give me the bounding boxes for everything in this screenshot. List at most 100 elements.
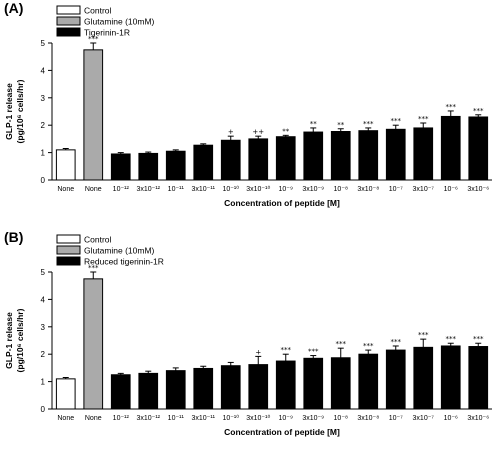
- x-tick-label: 3x10⁻⁸: [357, 415, 379, 422]
- bar: [248, 138, 269, 181]
- x-tick-label: None: [57, 415, 74, 422]
- bar: [413, 127, 434, 181]
- y-tick-label: 1: [41, 378, 46, 387]
- bar: [55, 149, 76, 181]
- x-tick-label: 3x10⁻⁸: [357, 186, 379, 193]
- y-axis-title-line2: (pg/10⁶ cells/hr): [15, 79, 25, 143]
- x-tick-label: 3x10⁻⁶: [467, 415, 489, 422]
- legend-label: Reduced tigerinin-1R: [84, 257, 164, 267]
- legend-swatch: [56, 234, 81, 244]
- significance-marker: ***: [446, 335, 457, 343]
- x-tick-label: 10⁻¹¹: [168, 415, 185, 422]
- bar: [468, 346, 489, 410]
- bar: [468, 116, 489, 181]
- panel-b: (B) 0 1 2 3 4 5 GLP-1 release (pg/10⁶ cells/hr)…: [0, 229, 500, 454]
- x-tick-label: 3x10⁻¹¹: [191, 186, 215, 193]
- bar: [220, 139, 241, 181]
- bar: [55, 378, 76, 410]
- panel-b-label: (B): [4, 229, 24, 245]
- bar: [138, 152, 159, 181]
- y-tick-label: 0: [41, 405, 46, 414]
- x-tick-label: None: [57, 186, 74, 193]
- legend-label: Control: [84, 6, 112, 16]
- bar: [83, 49, 104, 181]
- legend-label: Glutamine (10mM): [84, 17, 155, 27]
- x-tick-label: 3x10⁻¹²: [136, 186, 160, 193]
- x-tick-label: 10⁻⁷: [389, 186, 403, 193]
- bar: [303, 357, 324, 410]
- x-axis-title: Concentration of peptide [M]: [224, 427, 340, 437]
- bar: [385, 349, 406, 410]
- y-tick-label: 0: [41, 176, 46, 185]
- bar: [193, 367, 214, 410]
- x-tick-label: 3x10⁻⁷: [413, 186, 435, 193]
- x-tick-label: 3x10⁻¹¹: [191, 415, 215, 422]
- x-tick-label: 10⁻⁶: [444, 186, 458, 193]
- significance-marker: ***: [88, 264, 99, 272]
- y-tick-label: 3: [41, 94, 46, 103]
- y-tick-label: 2: [41, 350, 46, 359]
- x-tick-label: 10⁻¹⁰: [222, 414, 239, 422]
- y-tick-label: 5: [41, 39, 46, 48]
- chart-b: 0 1 2 3 4 5 GLP-1 release (pg/10⁶ cells/hr) None…: [4, 234, 492, 437]
- bar: [275, 136, 296, 181]
- y-tick-label: 4: [41, 66, 46, 75]
- significance-marker: ***: [308, 348, 319, 356]
- bar: [110, 153, 131, 181]
- significance-marker: **: [310, 120, 318, 128]
- x-tick-label: 3x10⁻⁷: [413, 415, 435, 422]
- x-tick-label: 10⁻⁶: [444, 415, 458, 422]
- bar: [330, 357, 351, 410]
- x-tick-label: None: [85, 186, 102, 193]
- legend-swatch: [56, 256, 81, 266]
- y-tick-label: 2: [41, 121, 46, 130]
- x-tick-label: 3x10⁻⁹: [302, 415, 324, 422]
- panel-a: (A) 0 1 2 3 4 5 GLP-1 release (pg/10⁶ cells/hr)…: [0, 0, 500, 225]
- legend-label: Tigerinin-1R: [84, 28, 130, 38]
- legend-swatch: [56, 5, 81, 15]
- significance-marker: **: [282, 127, 290, 135]
- significance-marker: ***: [418, 331, 429, 339]
- significance-marker: ***: [281, 346, 292, 354]
- bar: [193, 144, 214, 181]
- legend-label: Glutamine (10mM): [84, 246, 155, 256]
- x-tick-label: 10⁻⁹: [279, 415, 293, 422]
- x-tick-label: None: [85, 415, 102, 422]
- x-tick-label: 10⁻⁷: [389, 415, 403, 422]
- legend-label: Control: [84, 235, 112, 245]
- significance-marker: ++: [252, 128, 264, 136]
- y-axis-title-line1: GLP-1 release: [4, 312, 14, 369]
- y-tick-label: 5: [41, 268, 46, 277]
- y-axis-title-line1: GLP-1 release: [4, 83, 14, 140]
- legend-swatch: [56, 245, 81, 255]
- x-tick-label: 10⁻⁹: [279, 186, 293, 193]
- y-tick-label: 1: [41, 149, 46, 158]
- bar: [440, 345, 461, 410]
- x-tick-label: 3x10⁻⁶: [467, 186, 489, 193]
- bar: [358, 130, 379, 181]
- significance-marker: ***: [336, 340, 347, 348]
- y-tick-label: 4: [41, 295, 46, 304]
- x-tick-label: 3x10⁻¹²: [136, 415, 160, 422]
- bar: [83, 278, 104, 410]
- bar: [220, 365, 241, 410]
- significance-marker: ***: [418, 115, 429, 123]
- significance-marker: ***: [363, 120, 374, 128]
- significance-marker: ***: [473, 335, 484, 343]
- bar: [275, 360, 296, 410]
- significance-marker: ***: [88, 35, 99, 43]
- bar: [413, 346, 434, 410]
- bar: [358, 353, 379, 410]
- significance-marker: +: [228, 128, 234, 136]
- significance-marker: ***: [363, 342, 374, 350]
- chart-a: 0 1 2 3 4 5 GLP-1 release (pg/10⁶ cells/hr) None…: [4, 5, 492, 208]
- x-tick-label: 10⁻¹⁰: [222, 185, 239, 193]
- legend-swatch: [56, 27, 81, 37]
- bar: [440, 115, 461, 181]
- significance-marker: ***: [446, 103, 457, 111]
- bar: [385, 128, 406, 181]
- y-axis-title-line2: (pg/10⁶ cells/hr): [15, 308, 25, 372]
- significance-marker: ***: [473, 107, 484, 115]
- x-tick-label: 10⁻¹¹: [168, 186, 185, 193]
- y-tick-label: 3: [41, 323, 46, 332]
